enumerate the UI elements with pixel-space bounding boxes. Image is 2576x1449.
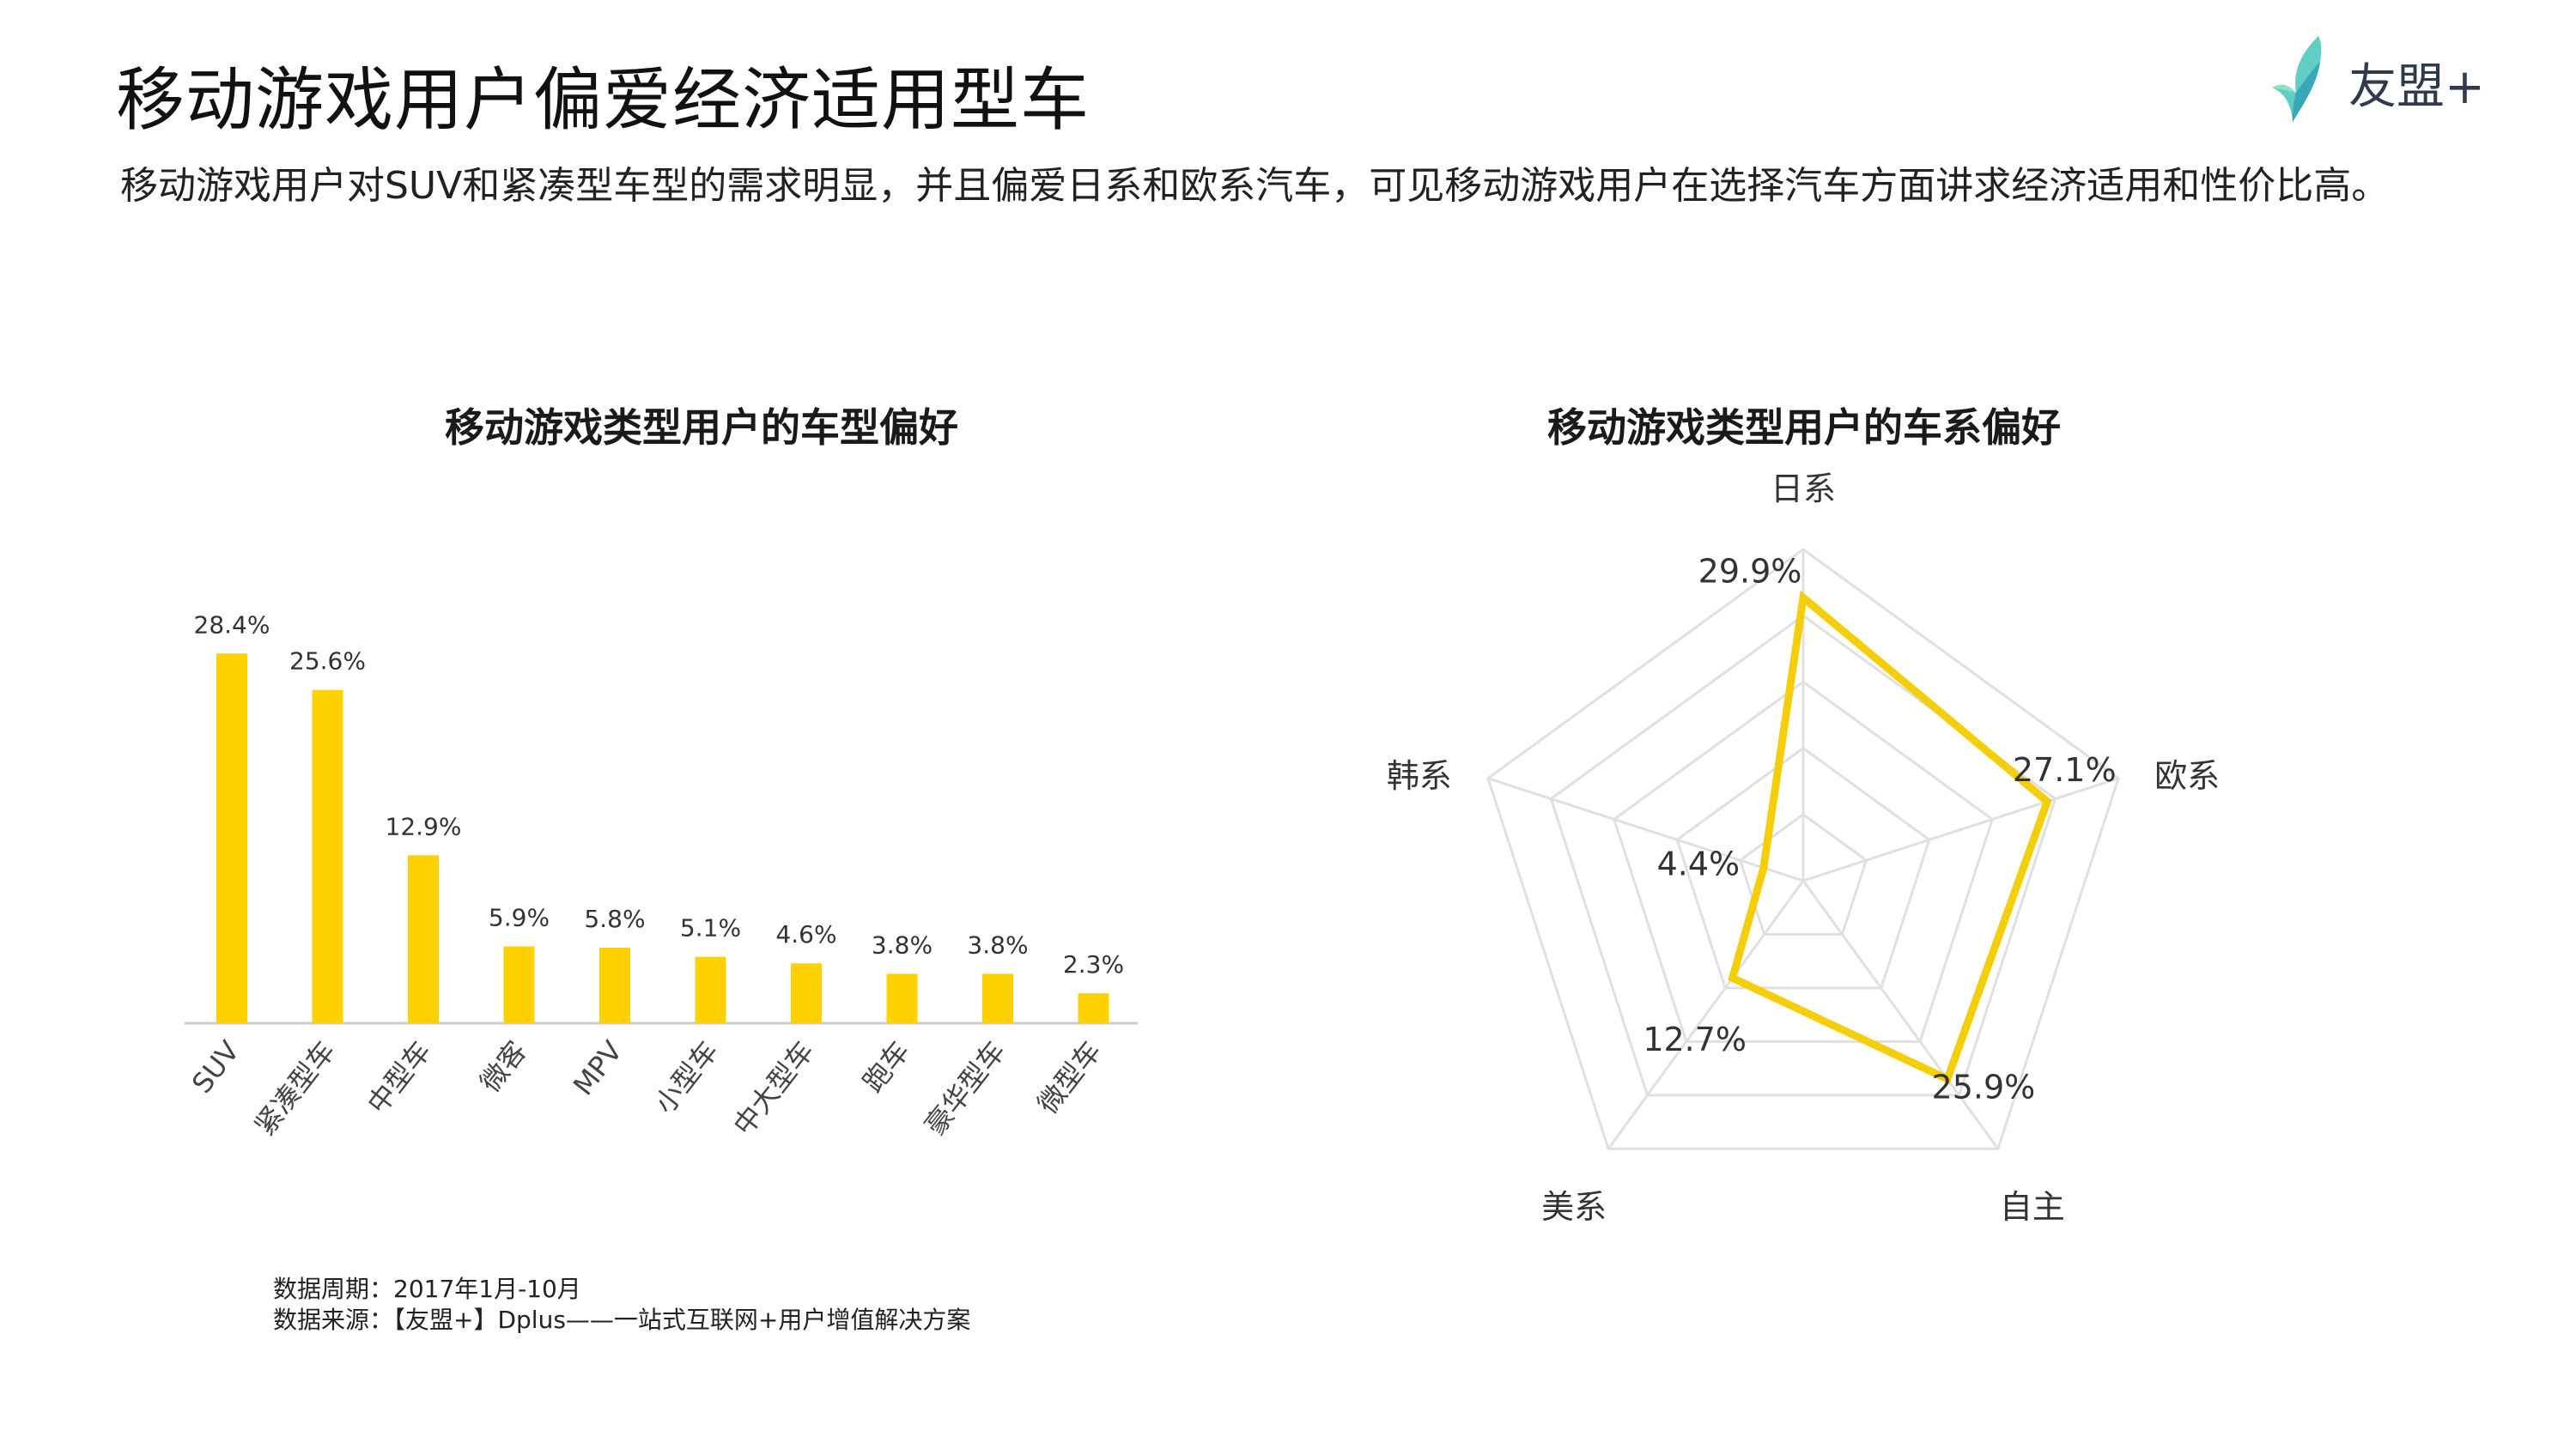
radar-series-line: [1728, 590, 2052, 1085]
radar-grid-ring: [1675, 746, 1931, 990]
radar-value-label: 4.4%: [1657, 846, 1741, 883]
radar-value-label: 12.7%: [1643, 1021, 1747, 1058]
bar-category-label: 紧凑型车: [248, 1035, 342, 1142]
bar: [982, 973, 1013, 1023]
radar-category-label: 韩系: [1387, 757, 1452, 795]
page-subtitle: 移动游戏用户对SUV和紧凑型车型的需求明显，并且偏爱日系和欧系汽车，可见移动游戏…: [120, 164, 2390, 208]
bar-value-label: 5.9%: [489, 904, 550, 932]
brand-logo: 友盟+: [2267, 33, 2524, 127]
radar-spoke: [1802, 777, 2119, 882]
bar: [1078, 993, 1109, 1023]
data-source: 数据来源：【友盟+】Dplus——一站式互联网+用户增值解决方案: [273, 1306, 971, 1334]
bar: [791, 963, 822, 1023]
radar-category-label: 美系: [1541, 1188, 1607, 1226]
radar-value-label: 27.1%: [2013, 751, 2117, 789]
radar-spoke: [1801, 880, 2000, 1150]
radar-chart-title: 移动游戏类型用户的车系偏好: [1547, 404, 2061, 451]
bar: [216, 653, 247, 1023]
bar-value-label: 5.8%: [584, 905, 645, 933]
bar-category-label: MPV: [567, 1034, 629, 1101]
bar-category-label: 跑车: [856, 1035, 915, 1099]
radar-value-label: 25.9%: [1932, 1069, 2036, 1106]
data-period: 数据周期：2017年1月-10月: [273, 1275, 581, 1303]
umeng-bird-icon: [2272, 36, 2322, 122]
radar-grid-ring: [1612, 680, 1995, 1043]
bar-value-label: 12.9%: [386, 812, 462, 840]
bar-value-label: 5.1%: [680, 914, 741, 943]
bar-category-label: 中大型车: [727, 1035, 821, 1142]
bar-category-label: 豪华型车: [919, 1035, 1012, 1142]
radar-value-label: 29.9%: [1698, 553, 1802, 591]
bar: [312, 689, 343, 1023]
car-origin-radar-chart: 日系 29.9% 欧系 27.1% 自主 25.9% 美系 12.7% 韩系 4.4%: [1387, 470, 2220, 1226]
bar: [503, 946, 535, 1023]
bar: [599, 948, 630, 1023]
radar-grid-ring: [1738, 812, 1868, 936]
bar-value-label: 28.4%: [194, 610, 270, 639]
bar-value-label: 4.6%: [775, 920, 836, 949]
radar-category-label: 欧系: [2154, 757, 2220, 795]
car-type-bar-chart: 28.4% SUV 25.6% 紧凑型车 12.9% 中型车 5.9% 微客 5.8% MPV 5.…: [185, 610, 1138, 1142]
bar-value-label: 3.8%: [872, 931, 933, 959]
bar: [886, 973, 918, 1023]
bar: [408, 855, 439, 1023]
bar-chart-title: 移动游戏类型用户的车型偏好: [445, 404, 958, 451]
bar-category-label: SUV: [185, 1034, 246, 1099]
footnote: 数据周期：2017年1月-10月 数据来源：【友盟+】Dplus——一站式互联网…: [273, 1274, 970, 1336]
bar-value-label: 3.8%: [967, 931, 1028, 959]
bar-value-label: 2.3%: [1063, 950, 1124, 979]
logo-text: 友盟+: [2348, 59, 2485, 115]
page-title: 移动游戏用户偏爱经济适用型车: [116, 60, 1090, 140]
bar-value-label: 25.6%: [289, 647, 366, 676]
radar-category-label: 日系: [1771, 470, 1836, 508]
radar-category-label: 自主: [2000, 1188, 2065, 1226]
bar-category-label: 微客: [473, 1035, 532, 1099]
radar-grid-ring: [1486, 548, 2120, 1150]
radar-spoke: [1607, 880, 1805, 1150]
bar-category-label: 小型车: [648, 1035, 725, 1120]
bar-category-label: 中型车: [361, 1035, 437, 1120]
bar: [695, 956, 726, 1023]
radar-spoke: [1487, 777, 1804, 882]
bar-category-label: 微型车: [1031, 1035, 1108, 1120]
